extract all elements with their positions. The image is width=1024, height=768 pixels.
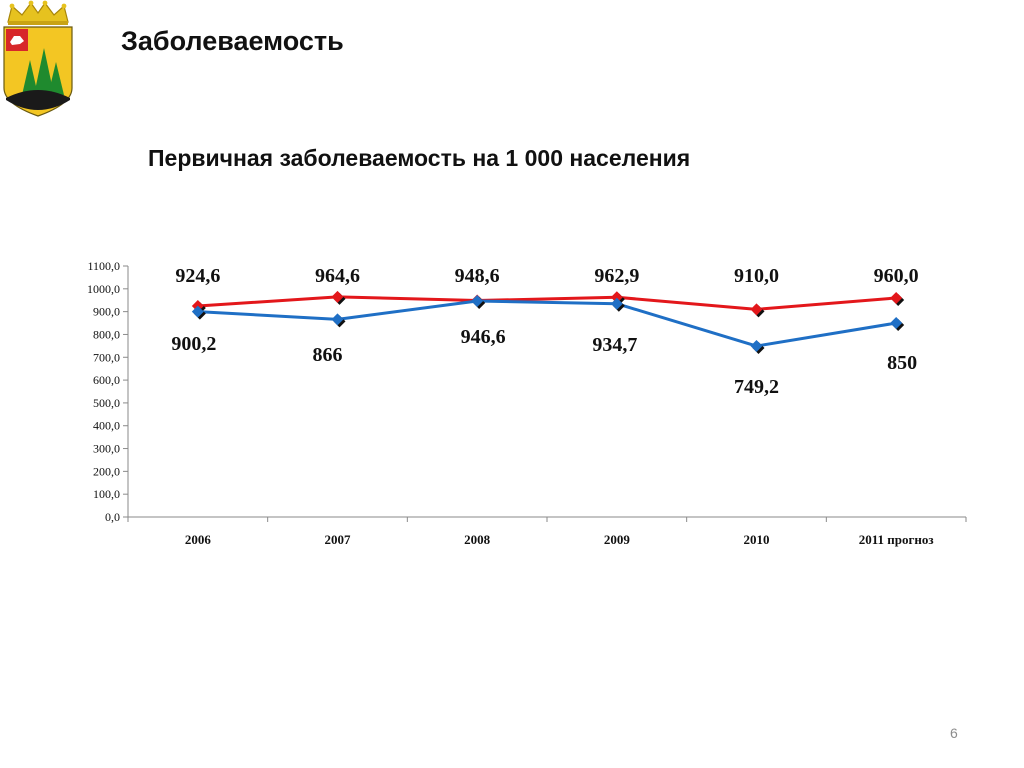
data-label: 866 — [313, 344, 343, 366]
series-line — [197, 299, 897, 348]
y-tick-label: 700,0 — [93, 350, 120, 364]
data-label: 924,6 — [175, 265, 220, 287]
data-label: 850 — [887, 352, 917, 374]
data-label: 749,2 — [734, 376, 779, 398]
series-line — [197, 295, 897, 311]
data-labels: 924,6 964,6 948,6 962,9 910,0 960,0 900,2 866 94… — [171, 265, 918, 398]
x-tick-label: 2008 — [464, 532, 491, 547]
data-label: 964,6 — [315, 265, 360, 287]
series-lines — [191, 290, 905, 355]
y-tick-label: 0,0 — [105, 510, 120, 524]
y-tick-label: 500,0 — [93, 396, 120, 410]
x-tick-label: 2007 — [325, 532, 352, 547]
y-tick-label: 900,0 — [93, 305, 120, 319]
x-tick-label: 2011 прогноз — [859, 532, 934, 547]
y-axis: 0,0 100,0 200,0 300,0 400,0 500,0 600,0 700,0 80… — [87, 259, 129, 524]
data-label: 948,6 — [455, 265, 500, 287]
coat-of-arms-icon — [3, 0, 73, 117]
data-label: 960,0 — [874, 265, 919, 287]
y-tick-label: 100,0 — [93, 487, 120, 501]
data-point — [750, 303, 763, 316]
data-label: 934,7 — [592, 334, 637, 356]
data-point — [890, 317, 903, 330]
data-label: 946,6 — [461, 326, 506, 348]
y-tick-label: 1000,0 — [87, 282, 120, 296]
data-point — [331, 313, 344, 326]
data-label: 910,0 — [734, 265, 779, 287]
data-point — [191, 305, 204, 318]
x-tick-label: 2006 — [185, 532, 212, 547]
data-point — [750, 340, 763, 353]
x-tick-label: 2010 — [744, 532, 770, 547]
slide-title: Заболеваемость — [121, 26, 344, 56]
y-tick-label: 1100,0 — [87, 259, 120, 273]
x-tick-label: 2009 — [604, 532, 631, 547]
data-label: 962,9 — [594, 265, 639, 287]
y-tick-label: 300,0 — [93, 442, 120, 456]
data-point — [471, 295, 484, 308]
data-point — [610, 297, 623, 310]
y-tick-label: 600,0 — [93, 373, 120, 387]
y-tick-label: 800,0 — [93, 327, 120, 341]
data-label: 900,2 — [171, 333, 216, 355]
chart-title: Первичная заболеваемость на 1 000 населе… — [148, 145, 691, 171]
y-tick-label: 400,0 — [93, 419, 120, 433]
x-axis: 2006 2007 2008 2009 2010 2011 прогноз — [127, 516, 967, 547]
data-point — [331, 290, 344, 303]
data-point — [890, 291, 903, 304]
y-tick-label: 200,0 — [93, 464, 120, 478]
data-point — [610, 291, 623, 304]
page-number: 6 — [950, 725, 958, 741]
